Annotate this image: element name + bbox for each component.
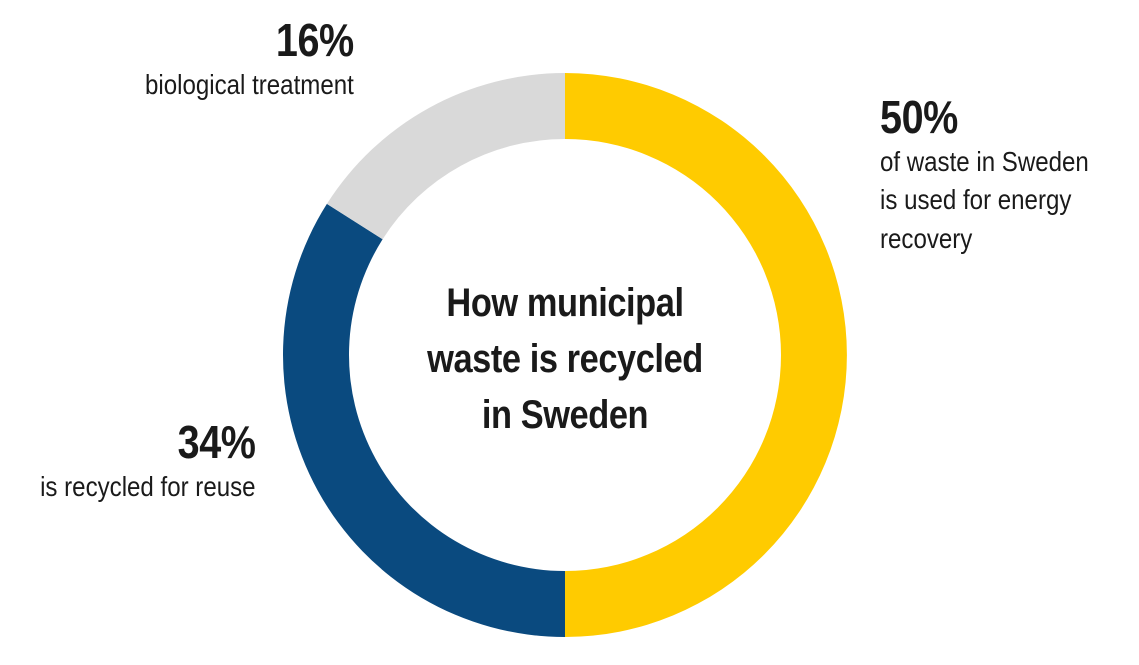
- chart-title-line-3: in Sweden: [481, 393, 649, 437]
- data-label-energy-desc-3: recovery: [880, 222, 973, 254]
- data-label-biological-treatment: 16% biological treatment: [145, 15, 354, 104]
- slice-biological-treatment: [326, 73, 565, 240]
- chart-title-line-1: How municipal: [446, 281, 684, 325]
- slice-energy-recovery: [565, 73, 847, 637]
- chart-title: How municipal waste is recycled in Swede…: [419, 275, 711, 443]
- data-label-energy-recovery: 50% of waste in Sweden is used for energ…: [880, 92, 1089, 258]
- donut-slices: [282, 73, 847, 637]
- data-label-recycled-reuse: 34% is recycled for reuse: [40, 416, 257, 506]
- data-label-reuse-desc: is recycled for reuse: [40, 470, 256, 502]
- data-label-bio-desc: biological treatment: [145, 68, 354, 100]
- data-label-energy-desc-2: is used for energy: [880, 184, 1072, 216]
- slice-recycled-reuse: [282, 203, 565, 637]
- data-label-energy-percent: 50%: [880, 91, 958, 143]
- chart-title-line-2: waste is recycled: [427, 337, 703, 381]
- data-label-reuse-percent: 34%: [178, 416, 256, 468]
- data-label-bio-percent: 16%: [276, 14, 354, 66]
- data-label-energy-desc-1: of waste in Sweden: [880, 145, 1089, 177]
